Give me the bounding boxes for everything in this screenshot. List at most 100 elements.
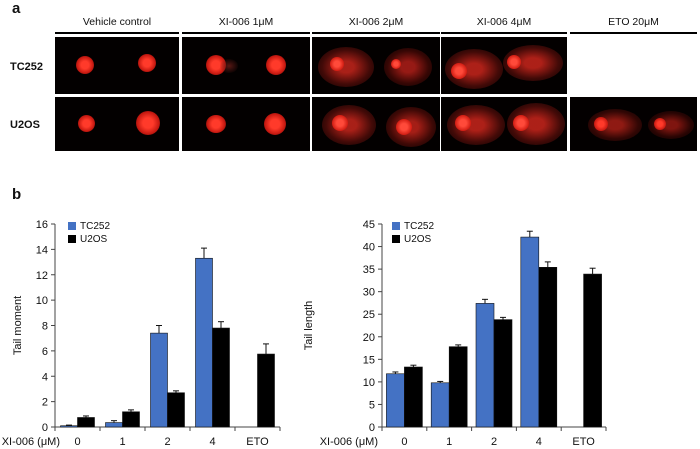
bar-tc252-0 (60, 425, 78, 428)
column-header-xi006-1um: XI-006 1μM (218, 16, 274, 28)
comet-head (332, 115, 348, 131)
bar-tc252-2 (475, 303, 495, 428)
legend-label-u2os: U2OS (404, 234, 432, 245)
bar-tc252-1 (105, 422, 123, 428)
legend-swatch-u2os (392, 235, 400, 243)
row-label-tc252: TC252 (10, 61, 44, 73)
x-tick-label: 0 (401, 436, 407, 448)
y-tick-label: 45 (363, 219, 375, 231)
x-axis-label: XI-006 (μM) (2, 436, 60, 448)
column-underline (570, 32, 697, 34)
legend-swatch-tc252 (392, 222, 400, 230)
x-tick-label: 1 (446, 436, 452, 448)
comet-image-tc252-xi006-1um (182, 37, 310, 94)
bar-u2os-2 (167, 392, 185, 428)
bar-u2os-1 (448, 346, 468, 428)
y-tick-label: 40 (363, 242, 375, 254)
column-header-vehicle: Vehicle control (82, 16, 152, 28)
comet-head (78, 115, 95, 132)
legend-label-tc252: TC252 (80, 221, 110, 232)
column-underline (182, 32, 310, 34)
bar-tc252-0 (386, 373, 405, 428)
column-header-xi006-2um: XI-006 2μM (348, 16, 404, 28)
comet-image-u2os-xi006-4um (441, 97, 567, 151)
column-underline (312, 32, 440, 34)
bar-u2os-eto (583, 273, 602, 428)
comet-head (264, 113, 286, 135)
bar-tc252-2 (150, 332, 168, 428)
comet-image-u2os-xi006-1um (182, 97, 310, 151)
comet-image-tc252-xi006-2um (312, 37, 440, 94)
bar-u2os-eto (257, 353, 275, 428)
comet-head (451, 63, 467, 79)
legend-label-tc252: TC252 (404, 221, 434, 232)
y-tick-label: 10 (363, 377, 375, 389)
x-tick-label: 2 (491, 436, 497, 448)
bar-u2os-2 (493, 319, 513, 428)
x-axis-label: XI-006 (μM) (320, 436, 378, 448)
x-tick-label: ETO (572, 436, 595, 448)
column-header-eto-20um: ETO 20μM (608, 16, 659, 28)
y-tick-label: 35 (363, 264, 375, 276)
y-tick-label: 10 (36, 295, 48, 307)
comet-head (513, 115, 529, 131)
y-tick-label: 8 (42, 321, 48, 333)
bar-u2os-0 (404, 366, 423, 428)
comet-image-tc252-vehicle (55, 37, 179, 94)
comet-head (654, 118, 666, 130)
bar-u2os-1 (122, 411, 140, 428)
y-tick-label: 0 (42, 422, 48, 434)
y-tick-label: 6 (42, 346, 48, 358)
comet-head (206, 115, 226, 133)
y-tick-label: 14 (36, 244, 48, 256)
column-header-xi006-4um: XI-006 4μM (476, 16, 532, 28)
comet-head (455, 115, 471, 131)
y-tick-label: 0 (369, 422, 375, 434)
bar-tc252-1 (430, 382, 450, 428)
comet-image-u2os-vehicle (55, 97, 179, 151)
comet-head (507, 55, 521, 69)
column-underline (441, 32, 567, 34)
comet-head (330, 57, 344, 71)
bar-tc252-4 (520, 236, 540, 428)
y-axis-label: Tail length (303, 301, 315, 351)
comet-image-u2os-xi006-2um (312, 97, 440, 151)
x-tick-label: ETO (246, 436, 269, 448)
x-tick-label: 4 (209, 436, 215, 448)
tail-length-chart: 0 5 10 15 20 25 30 35 40 45 Tail length 0 1 2 4 ETO XI-0… (303, 219, 607, 448)
x-tick-label: 1 (119, 436, 125, 448)
comet-head (594, 117, 608, 131)
legend-swatch-tc252 (68, 222, 76, 230)
panel-b-label: b (12, 186, 22, 203)
y-tick-label: 20 (363, 332, 375, 344)
x-tick-label: 2 (164, 436, 170, 448)
y-axis-label: Tail moment (12, 296, 24, 355)
comet-tail (322, 105, 376, 145)
y-tick-label: 2 (42, 397, 48, 409)
legend-swatch-u2os (68, 235, 76, 243)
y-tick-label: 12 (36, 270, 48, 282)
comet-head (76, 56, 94, 74)
comet-image-tc252-xi006-4um (441, 37, 567, 94)
bar-u2os-4 (212, 327, 230, 428)
comet-head (138, 54, 156, 72)
x-tick-label: 4 (536, 436, 542, 448)
comet-tail (220, 59, 238, 73)
y-tick-label: 25 (363, 309, 375, 321)
y-tick-label: 4 (42, 371, 48, 383)
y-tick-label: 30 (363, 287, 375, 299)
comet-tail (318, 47, 374, 87)
column-underline (55, 32, 179, 34)
comet-head (266, 55, 286, 75)
comet-image-u2os-eto-20um (570, 97, 697, 151)
comet-head (391, 59, 401, 69)
legend-label-u2os: U2OS (80, 234, 108, 245)
comet-head (136, 111, 160, 135)
y-tick-label: 15 (363, 354, 375, 366)
y-tick-label: 5 (369, 399, 375, 411)
panel-a-label: a (12, 0, 21, 17)
bar-u2os-0 (77, 417, 95, 428)
comet-head (396, 119, 412, 135)
y-tick-label: 16 (36, 219, 48, 231)
